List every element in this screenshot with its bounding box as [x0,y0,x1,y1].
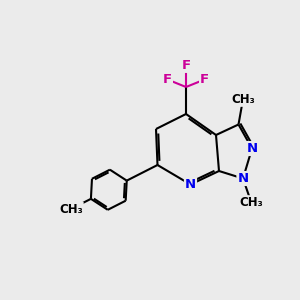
Text: CH₃: CH₃ [59,202,83,215]
Text: N: N [185,178,196,191]
Text: CH₃: CH₃ [231,93,255,106]
Text: F: F [163,73,172,86]
Text: N: N [246,142,258,155]
Text: F: F [200,73,209,86]
Text: CH₃: CH₃ [239,196,263,209]
Text: F: F [182,59,190,72]
Text: N: N [237,172,249,185]
